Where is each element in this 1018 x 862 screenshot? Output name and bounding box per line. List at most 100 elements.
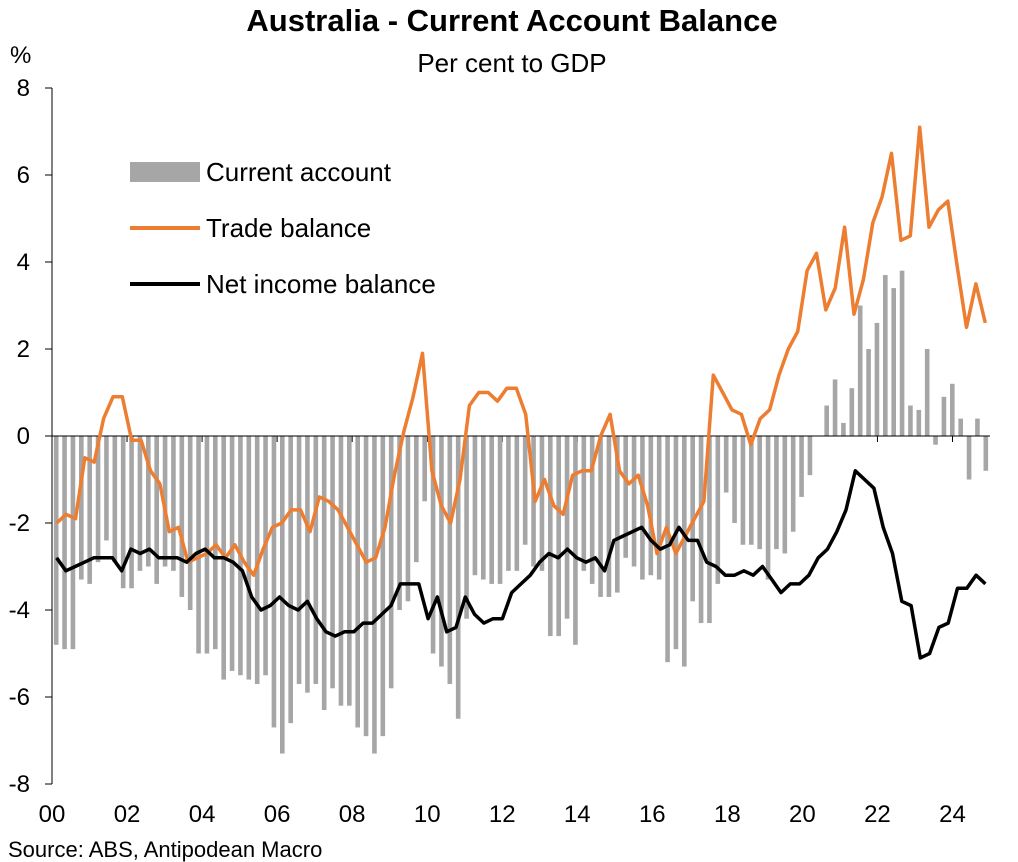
legend-label: Net income balance [206,269,436,299]
current-account-bar [447,436,453,684]
current-account-bar [849,388,855,436]
current-account-bar [296,436,302,684]
x-axis: 00 02 04 06 08 10 12 14 16 18 20 22 24 [39,436,966,828]
x-tick-label: 18 [714,801,741,828]
current-account-bar [648,436,654,576]
current-account-bar [455,436,461,719]
x-tick-label: 12 [489,801,516,828]
source-note: Source: ABS, Antipodean Macro [8,837,322,862]
current-account-bar [841,422,846,436]
current-account-bar [941,396,947,436]
current-account-bar [271,436,277,728]
x-tick-label: 04 [189,801,216,828]
current-account-bar [807,436,813,476]
current-account-bar [70,436,76,650]
current-account-bar [539,436,545,571]
current-account-bar [112,436,118,563]
current-account-bar [95,436,101,563]
current-account-bar [598,436,603,597]
current-account-bar [548,436,553,637]
current-account-bar [581,436,587,571]
current-account-bar [305,436,310,693]
current-account-bar [338,436,344,706]
current-account-bar [363,436,369,737]
y-tick-label: 6 [17,162,30,189]
x-tick-label: 20 [789,801,816,828]
current-account-bar [749,436,754,545]
y-tick-label: -2 [9,510,30,537]
x-tick-label: 02 [114,801,141,828]
current-account-bar [154,436,159,584]
current-account-bar [497,436,503,584]
current-account-bar [79,436,84,580]
current-account-bar [321,436,327,711]
current-account-bar [573,436,578,645]
current-account-bar [229,436,235,671]
y-tick-label: 0 [17,423,30,450]
current-account-bar [171,436,176,571]
current-account-bar [246,436,252,680]
current-account-bar [673,436,679,650]
current-account-bar [187,436,193,610]
current-account-bar [254,436,260,684]
net-income-balance-line [55,469,987,660]
current-account-bar [405,436,411,602]
current-account-bar [481,436,486,580]
current-account-bar [790,436,796,532]
legend-swatch-current-account [130,162,200,182]
current-account-bar [832,379,838,436]
y-tick-label: -8 [9,771,30,798]
current-account-bar [53,436,59,645]
trade-balance-line [55,125,988,577]
current-account-bar [472,436,478,576]
current-account-bar [656,436,662,580]
current-account-bar [263,436,268,676]
current-account-bar [916,409,922,436]
current-account-bar [723,436,729,493]
current-account-bar [422,436,427,502]
current-account-bar [698,436,704,624]
current-account-bar [640,436,645,580]
current-account-bar [204,436,210,654]
current-account-bar [280,436,285,754]
current-account-bar [129,436,134,589]
x-tick-label: 08 [339,801,366,828]
current-account-bar [355,436,360,728]
current-account-bar [372,436,377,754]
current-account-bar [137,436,143,571]
current-account-bar [120,436,126,589]
y-tick-label: -4 [9,597,30,624]
current-account-bar [506,436,511,571]
current-account-bar [464,436,469,619]
current-account-bar [430,436,436,654]
current-account-bar [966,436,972,480]
current-account-bar [87,436,92,584]
current-account-bar [665,436,670,663]
current-account-bar [62,436,67,650]
current-account-bar [715,436,721,584]
current-account-bar [740,436,746,545]
current-account-bar [522,436,528,545]
current-account-bar [104,436,109,541]
current-account-bar [330,436,335,689]
current-account-bar [380,436,386,737]
current-account-bar [631,436,637,567]
current-account-bar [707,436,712,624]
current-account-bar [564,436,570,619]
current-account-bar [774,436,779,550]
y-tick-label: 8 [17,75,30,102]
current-account-bar [757,436,762,550]
x-tick-label: 00 [39,801,66,828]
current-account-bars [53,270,989,754]
current-account-bar [899,270,905,436]
current-account-bar [958,418,963,436]
y-tick-label: -6 [9,684,30,711]
current-account-bar [606,436,612,597]
current-account-bar [196,436,201,654]
current-account-bar [146,436,151,567]
current-account-bar [732,436,737,523]
legend: Current account Trade balance Net income b… [130,157,436,299]
current-account-bar [514,436,520,571]
current-account-bar [924,349,930,436]
current-account-bar [824,405,829,436]
